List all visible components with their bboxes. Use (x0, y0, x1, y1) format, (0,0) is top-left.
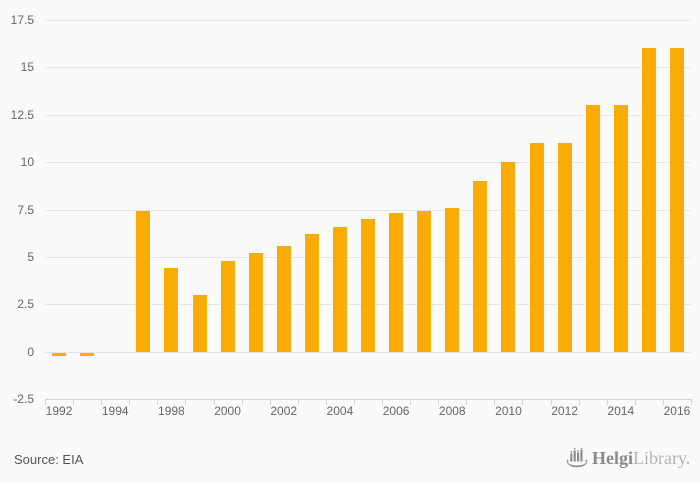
x-axis-tick (410, 399, 411, 405)
x-axis-tick (326, 399, 327, 405)
bar-2006[interactable] (389, 213, 404, 352)
bar-2015[interactable] (641, 48, 656, 352)
x-axis-tick (214, 399, 215, 405)
x-axis-tick (551, 399, 552, 405)
x-axis-tick (522, 399, 523, 405)
x-axis-tick (242, 399, 243, 405)
bar-1995[interactable] (136, 211, 151, 352)
x-axis-label: 2000 (214, 404, 241, 418)
x-axis-tick (129, 399, 130, 405)
bar-2014[interactable] (613, 105, 628, 352)
x-axis-tick (298, 399, 299, 405)
x-axis-tick (157, 399, 158, 405)
x-axis-label: 1998 (158, 404, 185, 418)
bar-2011[interactable] (529, 143, 544, 352)
bar-2004[interactable] (332, 226, 347, 352)
bar-2007[interactable] (417, 211, 432, 352)
x-axis-tick (185, 399, 186, 405)
x-axis-label: 2006 (382, 404, 410, 418)
x-axis-label: 1992 (45, 404, 73, 418)
x-axis-label: 2008 (438, 404, 466, 418)
x-axis-line (45, 399, 691, 400)
bar-2000[interactable] (220, 260, 235, 352)
source-label: Source: EIA (14, 452, 84, 467)
bar-2012[interactable] (557, 143, 572, 352)
x-axis-label: 2012 (551, 404, 578, 418)
x-axis-tick (382, 399, 383, 405)
x-axis-tick (438, 399, 439, 405)
bar-2010[interactable] (501, 162, 516, 352)
x-axis-label: 2016 (663, 404, 691, 418)
bar-2001[interactable] (248, 253, 263, 352)
bar-1993[interactable] (80, 352, 95, 356)
x-axis-tick (270, 399, 271, 405)
gridline (45, 352, 691, 353)
y-axis-label: 10 (20, 155, 34, 169)
x-axis-tick (691, 399, 692, 405)
x-axis-label: 2004 (326, 404, 354, 418)
x-axis-tick (494, 399, 495, 405)
bar-2013[interactable] (585, 105, 600, 352)
x-axis-label: 2014 (607, 404, 635, 418)
x-axis-label: 2002 (270, 404, 298, 418)
y-axis-label: 12.5 (10, 108, 34, 122)
y-axis-label: 17.5 (10, 13, 34, 27)
gridline (45, 115, 691, 116)
x-axis-tick (354, 399, 355, 405)
x-axis-tick (101, 399, 102, 405)
y-axis-label: 0 (27, 345, 34, 359)
x-axis-tick (607, 399, 608, 405)
bar-2003[interactable] (304, 234, 319, 352)
bar-1999[interactable] (192, 294, 207, 352)
x-axis-tick (45, 399, 46, 405)
bar-2008[interactable] (445, 207, 460, 352)
plot-area (45, 20, 692, 405)
x-axis-tick (73, 399, 74, 405)
y-axis-label: 2.5 (17, 297, 34, 311)
bar-1992[interactable] (52, 352, 66, 356)
bar-2016[interactable] (670, 48, 684, 352)
bar-2009[interactable] (473, 181, 488, 352)
gridline (45, 67, 691, 68)
helgi-ship-icon (566, 448, 588, 468)
x-axis-label: 1994 (101, 404, 129, 418)
x-axis-tick (635, 399, 636, 405)
helgi-library-logo[interactable]: HelgiLibrary. (566, 445, 690, 471)
x-axis-tick (466, 399, 467, 405)
x-axis-label: 2010 (495, 404, 522, 418)
brand-name-secondary: Library. (633, 448, 691, 468)
y-axis-label: 15 (20, 60, 34, 74)
bar-2002[interactable] (276, 245, 291, 352)
x-axis-tick (579, 399, 580, 405)
y-axis-label: -2.5 (13, 392, 34, 406)
y-axis-label: 7.5 (17, 203, 34, 217)
bar-2005[interactable] (361, 219, 375, 352)
gridline (45, 210, 691, 211)
y-axis-label: 5 (27, 250, 34, 264)
brand-wordmark: HelgiLibrary. (592, 447, 690, 469)
x-axis-tick (663, 399, 664, 405)
brand-name-primary: Helgi (592, 448, 633, 468)
bar-1998[interactable] (164, 268, 179, 352)
gridline (45, 20, 691, 21)
gridline (45, 162, 691, 163)
